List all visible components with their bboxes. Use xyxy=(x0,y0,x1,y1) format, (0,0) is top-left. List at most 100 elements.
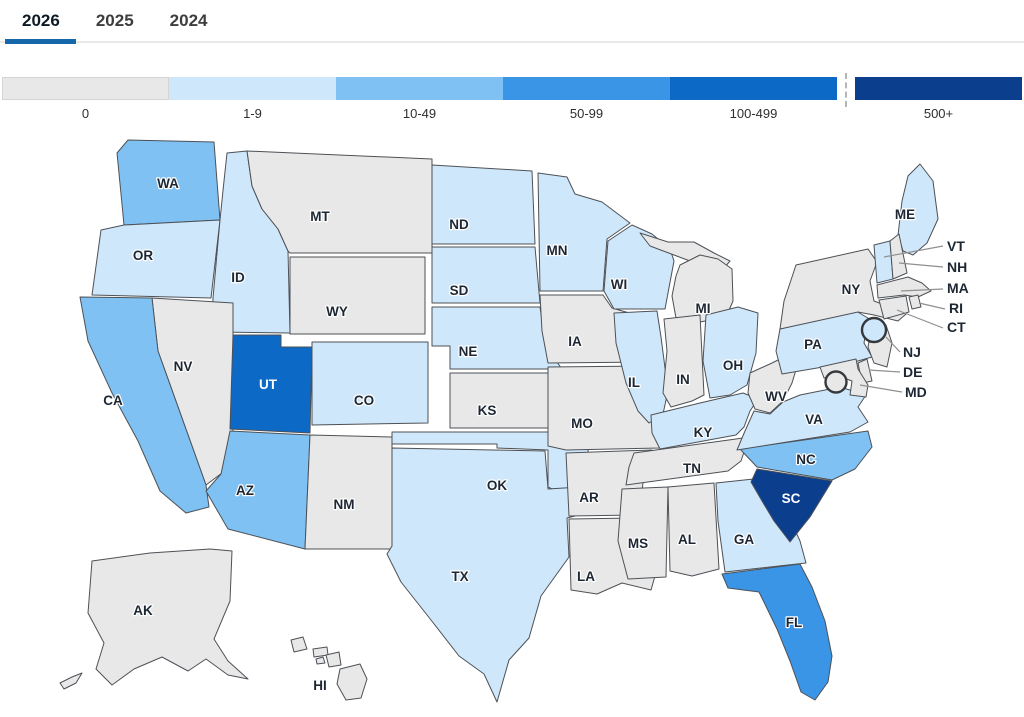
tab-2025[interactable]: 2025 xyxy=(95,11,134,30)
state-NC[interactable] xyxy=(739,430,873,481)
state-HI-island-3[interactable] xyxy=(315,656,326,665)
legend-item-10-49: 10-49 xyxy=(336,77,503,121)
state-RI[interactable] xyxy=(908,294,922,310)
tab-2026[interactable]: 2026 xyxy=(22,11,60,30)
state-label-MS: MS xyxy=(628,536,648,551)
state-label-CO: CO xyxy=(354,393,374,408)
state-label-WY: WY xyxy=(326,304,348,319)
state-label-FL: FL xyxy=(786,615,803,630)
state-label-AL: AL xyxy=(678,532,696,547)
state-WY[interactable] xyxy=(289,256,426,335)
tab-2024[interactable]: 2024 xyxy=(169,11,208,30)
state-label-DE: DE xyxy=(903,364,922,380)
state-label-OR: OR xyxy=(133,248,154,263)
legend-swatch-0 xyxy=(2,77,169,100)
state-label-LA: LA xyxy=(577,569,595,584)
state-AK[interactable] xyxy=(87,548,249,686)
legend-item-500plus: 500+ xyxy=(855,77,1022,121)
state-label-OK: OK xyxy=(487,478,508,493)
state-label-VA: VA xyxy=(805,412,823,427)
state-AL[interactable] xyxy=(667,482,720,577)
state-label-NH: NH xyxy=(947,259,967,275)
legend-dashed-divider xyxy=(837,73,855,121)
legend-swatch-500plus xyxy=(855,77,1022,100)
legend: 0 1-9 10-49 50-99 100-499 500+ xyxy=(0,73,1024,121)
legend-swatch-1-9 xyxy=(169,77,336,100)
state-VA[interactable] xyxy=(736,386,869,451)
state-label-MT: MT xyxy=(310,209,330,224)
state-label-SD: SD xyxy=(450,283,469,298)
state-label-NE: NE xyxy=(459,344,478,359)
state-label-AK: AK xyxy=(133,603,153,618)
state-SC[interactable] xyxy=(750,468,833,543)
state-label-ME: ME xyxy=(895,207,915,222)
state-label-WV: WV xyxy=(765,389,787,404)
state-OH[interactable] xyxy=(702,306,759,399)
state-label-NJ: NJ xyxy=(903,344,921,360)
state-MA[interactable] xyxy=(876,276,932,299)
state-label-WA: WA xyxy=(157,176,179,191)
state-label-ID: ID xyxy=(231,270,245,285)
leader-line-MD xyxy=(859,384,903,393)
tabs-divider xyxy=(0,39,1024,44)
state-TN[interactable] xyxy=(625,436,750,486)
year-tabs: 2026 2025 2024 xyxy=(0,0,1024,31)
state-label-AR: AR xyxy=(579,490,599,505)
state-NM[interactable] xyxy=(304,434,393,550)
legend-item-100-499: 100-499 xyxy=(670,77,837,121)
state-label-UT: UT xyxy=(259,377,278,392)
us-map-svg: WA OR CA NV ID MT WY UT CO AZ NM ND SD N… xyxy=(59,139,970,703)
state-HI[interactable] xyxy=(336,663,368,701)
state-label-MO: MO xyxy=(571,416,593,431)
legend-label-10-49: 10-49 xyxy=(402,106,437,121)
state-OR[interactable] xyxy=(91,219,221,299)
state-CA[interactable] xyxy=(79,296,210,514)
state-label-IL: IL xyxy=(628,375,640,390)
leader-line-CT xyxy=(896,309,944,329)
state-AK-aleutians[interactable] xyxy=(59,672,83,690)
legend-label-0: 0 xyxy=(81,106,90,121)
state-label-MD: MD xyxy=(905,384,927,400)
state-WA[interactable] xyxy=(116,139,221,226)
state-TX[interactable] xyxy=(386,447,584,703)
state-label-VT: VT xyxy=(947,238,965,254)
state-KY[interactable] xyxy=(650,392,759,450)
leader-line-VT xyxy=(883,245,944,258)
state-CO[interactable] xyxy=(311,341,429,426)
state-CT[interactable] xyxy=(878,295,910,320)
state-label-NC: NC xyxy=(796,452,816,467)
state-MN[interactable] xyxy=(537,172,631,292)
state-label-KS: KS xyxy=(478,403,497,418)
state-label-RI: RI xyxy=(949,300,963,316)
leader-line-MA xyxy=(900,288,944,292)
state-SD[interactable] xyxy=(431,246,541,304)
state-HI-island-4[interactable] xyxy=(325,651,342,668)
state-label-NV: NV xyxy=(174,359,193,374)
leader-line-NH xyxy=(898,262,944,268)
state-NH[interactable] xyxy=(889,233,908,280)
state-label-NM: NM xyxy=(334,497,355,512)
dc-circle-marker[interactable] xyxy=(824,370,848,394)
state-FL[interactable] xyxy=(721,563,833,701)
state-label-PA: PA xyxy=(804,337,822,352)
state-label-TX: TX xyxy=(451,569,468,584)
state-label-NY: NY xyxy=(842,282,861,297)
state-label-ND: ND xyxy=(449,217,469,232)
state-IN[interactable] xyxy=(662,314,705,408)
legend-item-50-99: 50-99 xyxy=(503,77,670,121)
state-label-GA: GA xyxy=(734,532,755,547)
state-label-WI: WI xyxy=(611,277,628,292)
legend-swatch-100-499 xyxy=(670,77,837,100)
state-label-MA: MA xyxy=(947,280,969,296)
state-MS[interactable] xyxy=(617,486,669,580)
state-ND[interactable] xyxy=(431,164,536,245)
nj-circle-marker[interactable] xyxy=(860,316,888,344)
legend-label-500plus: 500+ xyxy=(923,106,954,121)
state-HI-island-1[interactable] xyxy=(290,636,308,653)
state-label-MN: MN xyxy=(547,243,568,258)
state-label-MI: MI xyxy=(696,301,711,316)
leader-line-RI xyxy=(918,302,946,310)
state-WI[interactable] xyxy=(603,224,675,310)
state-label-HI: HI xyxy=(313,678,327,693)
legend-label-1-9: 1-9 xyxy=(243,106,262,121)
